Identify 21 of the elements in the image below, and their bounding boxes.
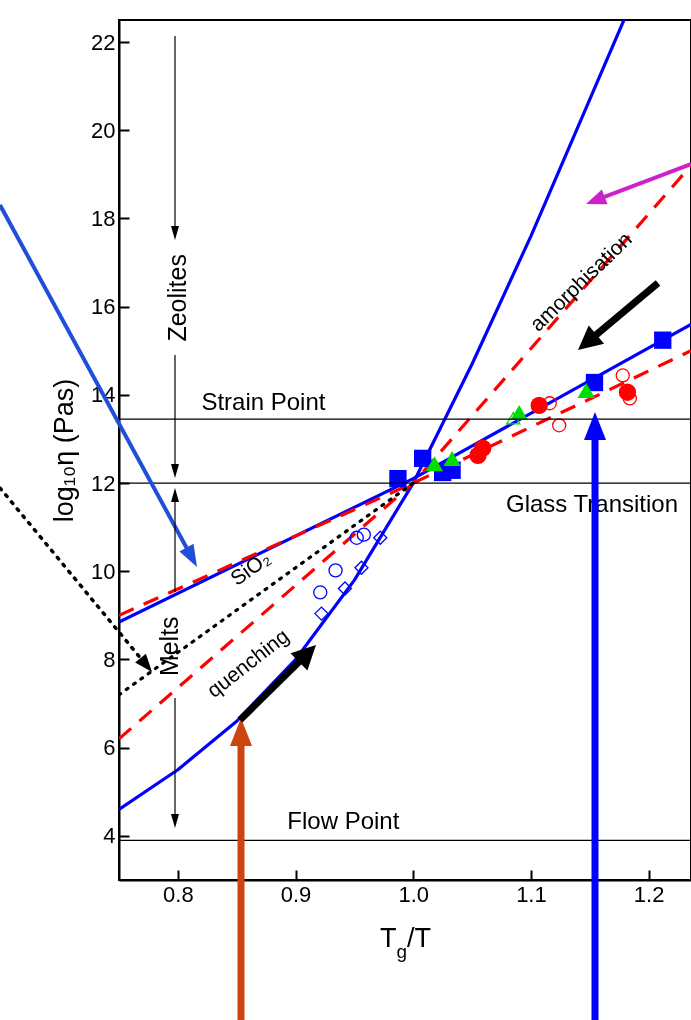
y-tick-label: 8 [103,646,116,672]
y-tick-label: 20 [91,117,116,143]
annotation: Zeolites [162,254,191,342]
y-axis-title: log₁₀η (Pas) [49,378,80,523]
y-tick-label: 4 [103,823,116,849]
ref-line-label: Flow Point [287,807,400,835]
x-tick-label: 1.0 [398,881,430,907]
annotation: SiO₂ [225,545,275,590]
x-tick-label: 1.1 [516,881,547,907]
x-tick-label: 0.8 [163,881,194,907]
y-tick-label: 18 [91,205,116,231]
x-axis-title: T$_{g}$/T [379,922,432,961]
ref-line-label: Strain Point [201,388,326,416]
y-tick-label: 10 [91,558,116,584]
annotation: Melts [154,616,183,677]
x-tick-label: 1.2 [633,881,665,907]
y-tick-label: 16 [91,294,116,320]
y-tick-label: 12 [91,470,116,496]
y-tick-label: 22 [91,29,116,55]
y-tick-label: 6 [103,735,116,761]
x-tick-label: 0.9 [280,881,312,907]
